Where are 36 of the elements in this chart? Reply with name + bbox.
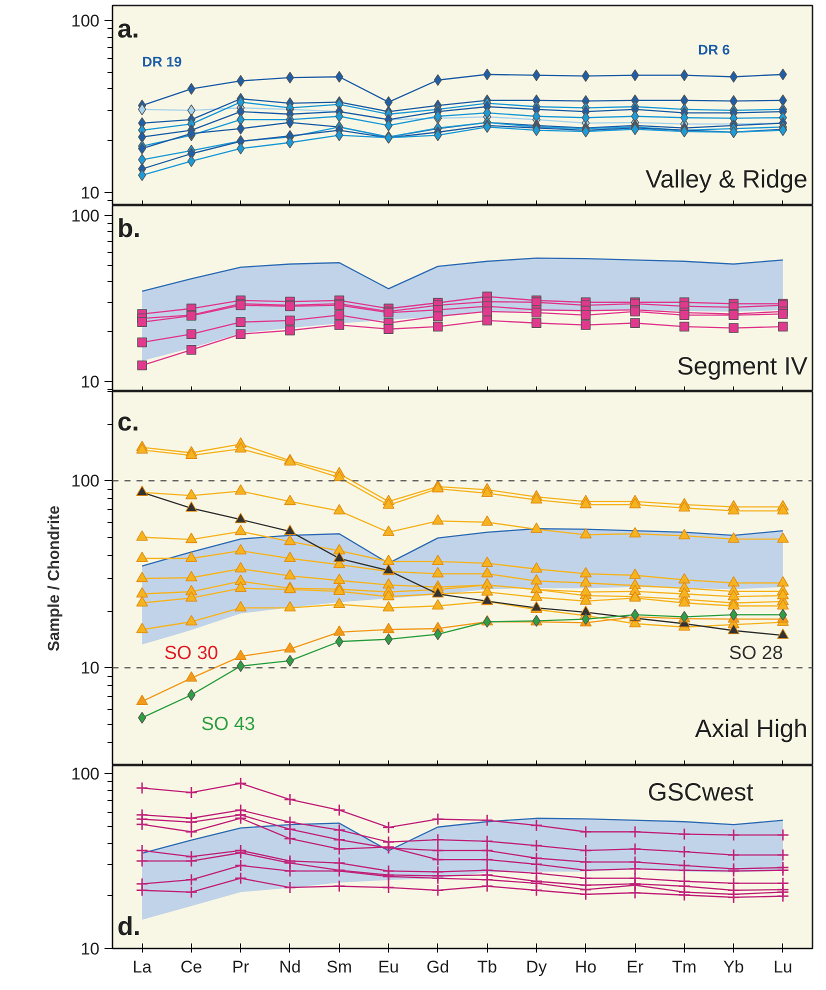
annotation: d.: [117, 911, 141, 942]
x-tick-label: Tm: [672, 958, 697, 976]
x-tick-label: Tb: [477, 958, 498, 976]
y-tick-label: 10: [80, 372, 100, 392]
x-tick-label: Ho: [574, 958, 597, 976]
annotation: SO 30: [164, 642, 218, 664]
annotation: SO 43: [201, 714, 256, 735]
y-tick-label: 100: [71, 11, 100, 30]
y-tick-label: 10: [80, 940, 100, 958]
text: Segment IV: [676, 352, 808, 380]
y-axis-title: Sample / Chondrite: [46, 506, 64, 652]
y-tick-label: 10: [80, 183, 100, 202]
y-tick-label: 100: [71, 206, 100, 226]
annotation: c.: [117, 406, 140, 436]
annotation: a.: [117, 14, 140, 44]
x-tick-label: Dy: [526, 958, 548, 976]
annotation: DR 19: [142, 54, 182, 70]
x-tick-label: Ce: [180, 958, 202, 976]
annotation: b.: [117, 212, 141, 243]
annotation: DR 6: [698, 42, 730, 58]
x-tick-label: Yb: [723, 958, 744, 976]
x-tick-label: Er: [626, 958, 644, 976]
text: GSCwest: [648, 778, 754, 806]
text: Valley & Ridge: [645, 166, 808, 194]
x-tick-label: Sm: [326, 958, 352, 976]
x-tick-label: Gd: [426, 958, 450, 976]
x-tick-label: Pr: [232, 958, 250, 976]
y-tick-label: 100: [71, 764, 100, 784]
x-tick-label: Lu: [773, 958, 792, 976]
annotation: SO 28: [729, 642, 783, 664]
x-tick-label: Eu: [378, 958, 399, 976]
y-tick-label: 10: [80, 658, 100, 678]
y-tick-label: 100: [71, 472, 100, 491]
x-tick-label: La: [132, 958, 152, 976]
text: Axial High: [695, 715, 808, 744]
x-tick-label: Nd: [279, 958, 301, 976]
